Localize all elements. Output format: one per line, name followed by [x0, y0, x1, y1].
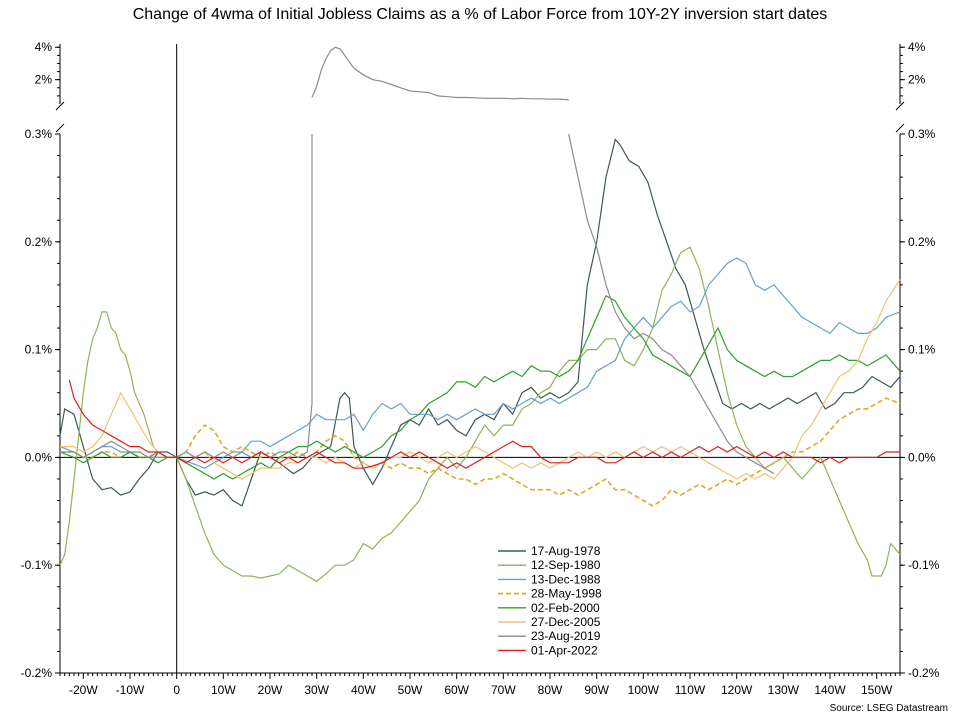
y-tick-label-right: 0.1% [908, 343, 936, 357]
legend-entry: 12-Sep-1980 [498, 558, 601, 572]
series-02-Feb-2000 [59, 294, 901, 480]
upper-y-tick-label-right: 2% [908, 73, 926, 87]
axis-break-mark [55, 123, 65, 133]
axis-break-mark [895, 101, 905, 111]
series-13-Dec-1988 [59, 257, 901, 469]
x-tick-label: 140W [814, 683, 846, 697]
x-tick-label: 120W [721, 683, 753, 697]
legend-entry: 17-Aug-1978 [498, 544, 601, 558]
x-tick-label: 130W [768, 683, 800, 697]
x-tick-label: 20W [258, 683, 283, 697]
axis-break-mark [55, 101, 65, 111]
series-line [60, 279, 901, 480]
x-tick-label: -10W [116, 683, 145, 697]
x-tick-label: 80W [538, 683, 563, 697]
y-tick-label-right: 0.2% [908, 235, 936, 249]
series-line [60, 403, 313, 459]
series-line [59, 138, 901, 507]
legend-entry: 02-Feb-2000 [498, 601, 600, 615]
series-01-Apr-2022 [68, 379, 900, 469]
y-tick-label-right: -0.1% [908, 558, 940, 572]
series-line-upper [311, 46, 569, 101]
upper-y-tick-label: 2% [35, 73, 53, 87]
upper-y-tick-label-right: 4% [908, 40, 926, 54]
y-tick-label-right: -0.2% [908, 666, 940, 680]
series-line [59, 294, 901, 480]
x-tick-label: 50W [398, 683, 423, 697]
series-layer [59, 46, 901, 583]
legend-entry: 27-Dec-2005 [498, 615, 601, 629]
x-tick-label: 10W [211, 683, 236, 697]
series-line [68, 379, 900, 469]
x-tick-label: -20W [69, 683, 98, 697]
x-tick-label: 70W [491, 683, 516, 697]
x-tick-label: 0 [173, 683, 180, 697]
y-tick-label: 0.2% [25, 235, 53, 249]
legend-entry: 23-Aug-2019 [498, 629, 601, 643]
legend-entry: 13-Dec-1988 [498, 572, 601, 586]
legend: 17-Aug-197812-Sep-198013-Dec-198828-May-… [498, 544, 602, 657]
x-tick-label: 30W [304, 683, 329, 697]
y-tick-label-right: 0.0% [908, 450, 936, 464]
legend-label: 17-Aug-1978 [531, 544, 601, 558]
series-27-Dec-2005 [60, 279, 901, 480]
legend-label: 28-May-1998 [531, 587, 602, 601]
series-line [60, 397, 901, 507]
series-line-resume [568, 133, 775, 475]
y-tick-label-right: 0.3% [908, 127, 936, 141]
y-tick-label: 0.1% [25, 343, 53, 357]
upper-y-tick-label: 4% [35, 40, 53, 54]
legend-entry: 01-Apr-2022 [498, 643, 598, 657]
axes-layer: 0.3% 0.3% 0.2% 0.2% 0.1% 0.1% 0.0% 0.0% -0.1% -0.… [21, 40, 940, 697]
x-tick-label: 110W [675, 683, 706, 697]
legend-label: 01-Apr-2022 [531, 643, 598, 657]
chart-title: Change of 4wma of Initial Jobless Claims… [132, 6, 828, 23]
axis-break-mark [895, 123, 905, 133]
x-tick-label: 60W [444, 683, 469, 697]
series-line [59, 246, 901, 583]
y-tick-label: 0.3% [25, 127, 53, 141]
series-23-Aug-2019 [60, 46, 775, 475]
x-tick-label: 100W [628, 683, 660, 697]
series-17-Aug-1978 [59, 138, 901, 507]
y-tick-label: -0.2% [21, 666, 53, 680]
legend-label: 12-Sep-1980 [531, 558, 601, 572]
x-tick-label: 150W [861, 683, 893, 697]
legend-label: 13-Dec-1988 [531, 572, 601, 586]
x-tick-label: 90W [584, 683, 609, 697]
legend-entry: 28-May-1998 [498, 587, 602, 601]
series-12-Sep-1980 [59, 246, 901, 583]
series-line [59, 257, 901, 469]
legend-label: 23-Aug-2019 [531, 629, 601, 643]
series-28-May-1998 [60, 397, 901, 507]
y-tick-label: 0.0% [25, 450, 53, 464]
x-tick-label: 40W [351, 683, 376, 697]
legend-label: 02-Feb-2000 [531, 601, 600, 615]
legend-label: 27-Dec-2005 [531, 615, 601, 629]
source-note: Source: LSEG Datastream [829, 703, 948, 714]
y-tick-label: -0.1% [21, 558, 53, 572]
